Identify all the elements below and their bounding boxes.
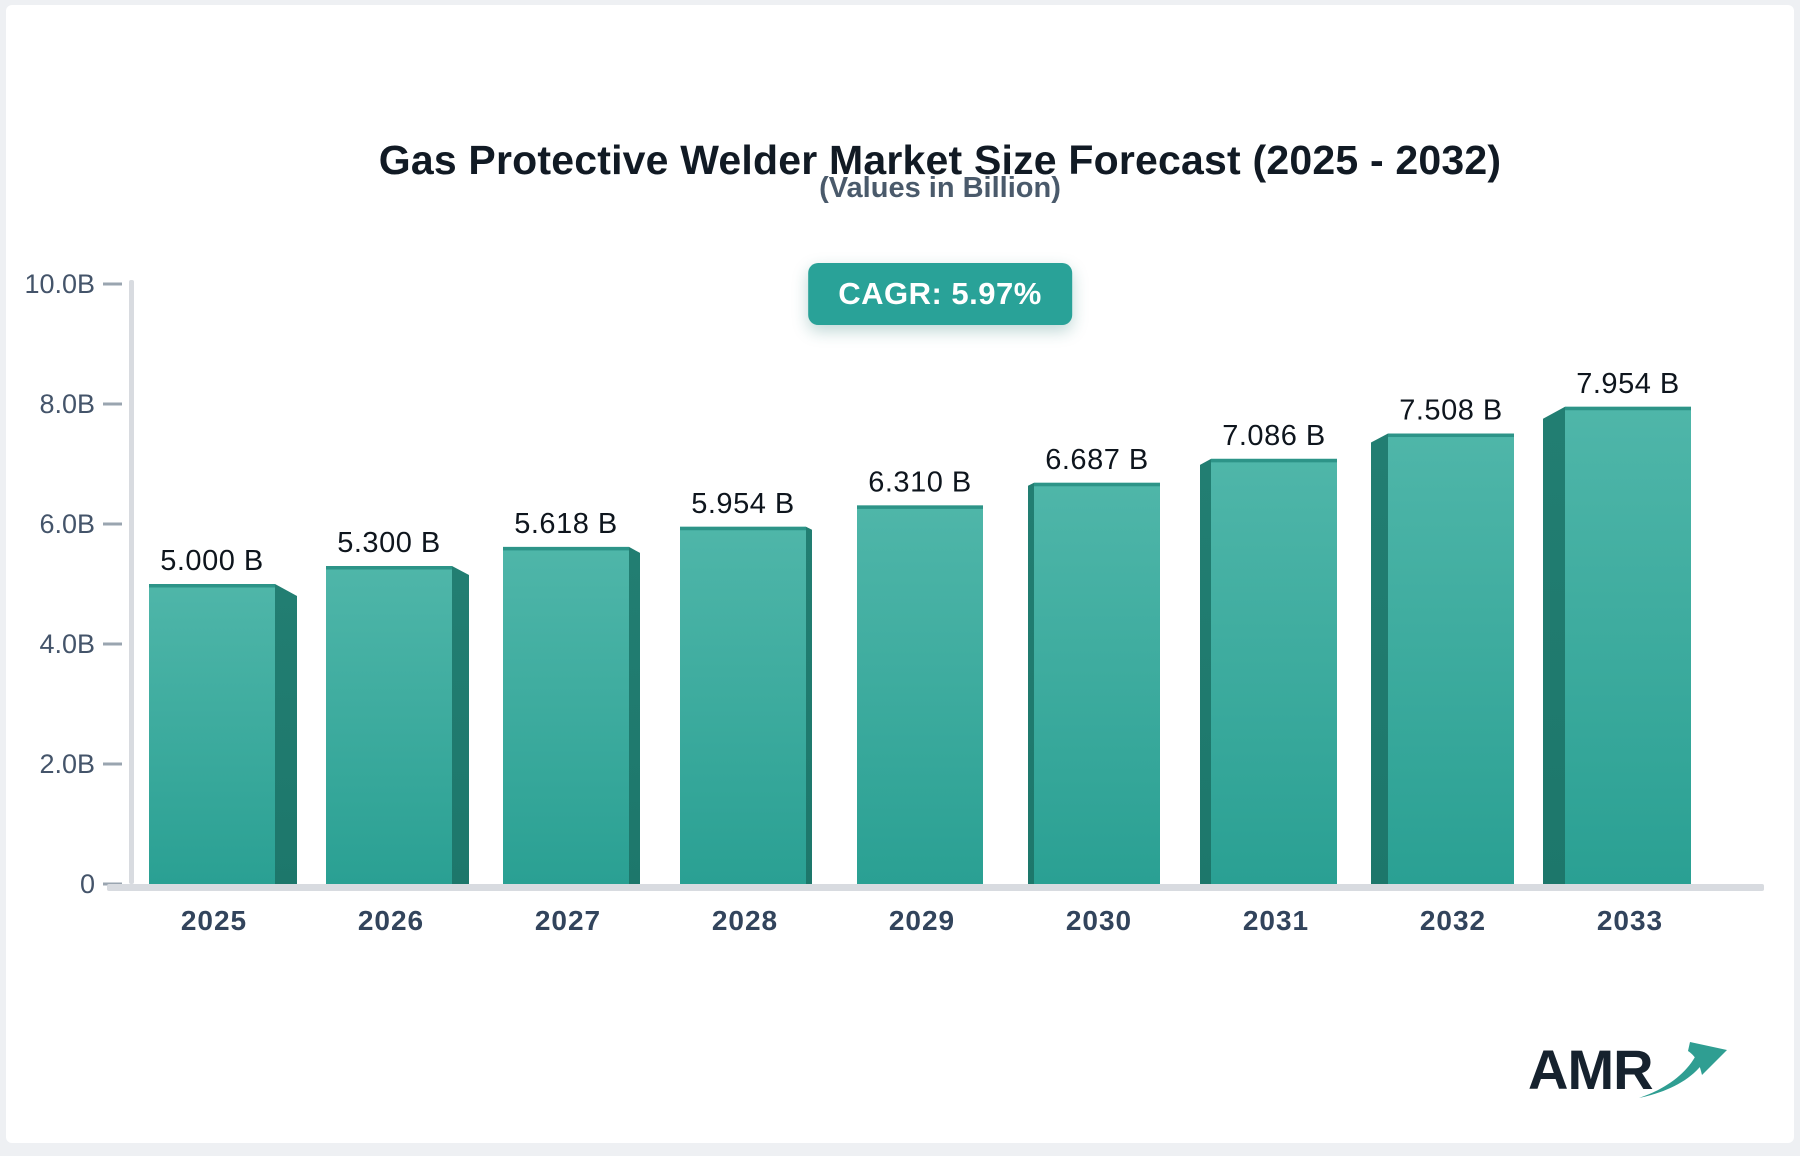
bar-side-2032	[1371, 433, 1388, 884]
bar-top-edge	[1211, 458, 1337, 463]
cagr-badge: CAGR: 5.97%	[808, 263, 1072, 325]
bar-top-edge	[503, 546, 629, 551]
page-title: Gas Protective Welder Market Size Foreca…	[378, 137, 1502, 184]
bar-top-edge	[857, 505, 983, 509]
x-axis-label-2028: 2028	[712, 905, 778, 936]
bar-2029[interactable]	[857, 505, 983, 884]
x-axis-label-2032: 2032	[1420, 905, 1486, 936]
bar-side-2031	[1200, 458, 1211, 884]
bar-2032[interactable]	[1388, 433, 1514, 884]
bar-top-edge	[149, 584, 275, 588]
value-label-2030: 6.687 B	[1045, 444, 1148, 476]
x-axis-label-2033: 2033	[1597, 905, 1663, 936]
bar-side-2028	[806, 526, 812, 884]
growth-arrow-icon	[1638, 1042, 1727, 1098]
x-axis-line	[107, 884, 1764, 891]
bar-2031[interactable]	[1211, 458, 1337, 884]
bar-top-edge	[1565, 406, 1691, 411]
x-axis-label-2026: 2026	[358, 905, 424, 936]
value-label-2032: 7.508 B	[1399, 395, 1502, 427]
value-label-2029: 6.310 B	[868, 466, 971, 498]
bar-top-edge	[680, 526, 806, 531]
value-label-2028: 5.954 B	[691, 488, 794, 520]
y-axis-label: 10.0B	[24, 269, 95, 299]
value-label-2033: 7.954 B	[1576, 368, 1679, 400]
bar-2027[interactable]	[503, 546, 629, 884]
bar-top-edge	[1388, 433, 1514, 438]
x-axis-label-2025: 2025	[181, 905, 247, 936]
y-axis-label: 8.0B	[39, 389, 95, 419]
chart-subtitle: (Values in Billion)	[819, 172, 1061, 204]
amr-logo-text: AMR	[1528, 1038, 1654, 1101]
bar-side-2025	[275, 584, 297, 884]
y-axis-label: 2.0B	[39, 749, 95, 779]
bar-top-edge	[1034, 482, 1160, 487]
value-label-2026: 5.300 B	[337, 527, 440, 559]
bar-side-2030	[1028, 482, 1034, 884]
bar-2030[interactable]	[1034, 482, 1160, 884]
value-label-2025: 5.000 B	[160, 545, 263, 577]
x-axis-label-2029: 2029	[889, 905, 955, 936]
value-label-2027: 5.618 B	[514, 508, 617, 540]
value-label-2031: 7.086 B	[1222, 420, 1325, 452]
y-axis-line	[129, 280, 134, 884]
bar-2025[interactable]	[149, 584, 275, 884]
bar-side-2026	[452, 566, 469, 884]
bar-2026[interactable]	[326, 566, 452, 884]
bar-2033[interactable]	[1565, 406, 1691, 884]
amr-logo: AMR	[1528, 1042, 1729, 1102]
x-axis-label-2027: 2027	[535, 905, 601, 936]
bar-side-2033	[1543, 406, 1565, 884]
y-axis-label: 4.0B	[39, 629, 95, 659]
x-axis-label-2031: 2031	[1243, 905, 1309, 936]
bar-side-2027	[629, 546, 640, 884]
x-axis-label-2030: 2030	[1066, 905, 1132, 936]
bar-2028[interactable]	[680, 526, 806, 884]
bar-top-edge	[326, 566, 452, 570]
y-axis-label: 0	[80, 869, 95, 899]
y-axis-label: 6.0B	[39, 509, 95, 539]
